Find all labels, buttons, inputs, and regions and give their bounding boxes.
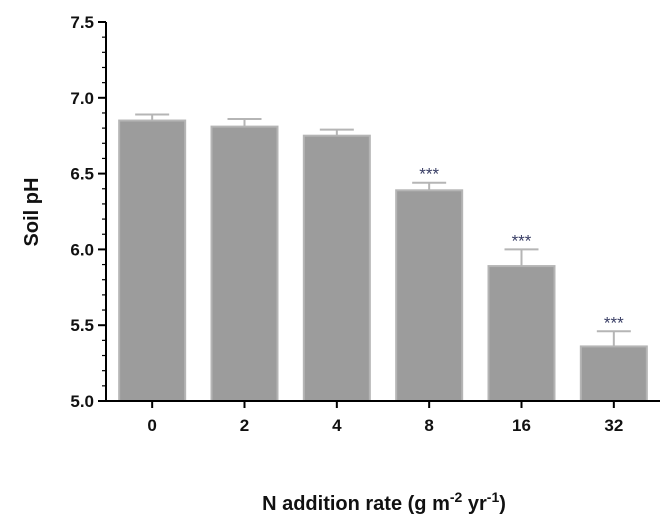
y-tick-label-6.0: 6.0 — [70, 240, 94, 259]
x-tick-label-0: 0 — [147, 416, 156, 435]
y-tick-label-6.5: 6.5 — [70, 165, 94, 184]
significance-16: *** — [512, 231, 532, 250]
y-tick-label-5.0: 5.0 — [70, 392, 94, 411]
x-tick-label-16: 16 — [512, 416, 531, 435]
y-axis-label: Soil pH — [21, 178, 43, 247]
y-tick-label-7.0: 7.0 — [70, 89, 94, 108]
x-axis-label-part-3: -1 — [487, 489, 500, 505]
bar-4 — [302, 134, 371, 402]
significance-8: *** — [419, 165, 439, 184]
y-tick-label-5.5: 5.5 — [70, 316, 94, 335]
x-axis: 0 2 4 8 16 32 — [105, 400, 660, 435]
error-bars-group — [135, 113, 631, 347]
x-tick-label-8: 8 — [424, 416, 433, 435]
x-tick-label-2: 2 — [240, 416, 249, 435]
x-tick-label-4: 4 — [332, 416, 342, 435]
bar-32 — [579, 345, 648, 403]
x-axis-label-part-4: ) — [499, 493, 506, 515]
bar-2 — [210, 125, 279, 402]
x-tick-label-32: 32 — [604, 416, 623, 435]
y-tick-label-7.5: 7.5 — [70, 13, 94, 32]
x-axis-label-part-0: N addition rate (g m — [262, 493, 450, 515]
x-axis-label-part-2: yr — [462, 493, 487, 515]
x-axis-label-part-1: -2 — [450, 489, 463, 505]
y-axis: 5.0 5.5 6.0 6.5 7.0 7.5 — [70, 13, 107, 411]
bars-group — [118, 119, 648, 403]
significance-group: *** *** *** — [419, 165, 624, 333]
significance-32: *** — [604, 313, 624, 332]
bar-16 — [487, 265, 556, 402]
bar-8 — [395, 189, 464, 402]
bar-0 — [118, 119, 187, 402]
x-axis-label: N addition rate (g m-2 yr-1) — [262, 489, 506, 515]
